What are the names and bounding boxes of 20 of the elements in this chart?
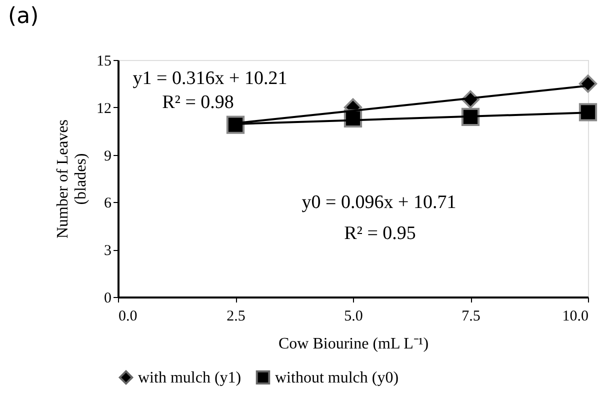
y-tick-label: 9: [104, 148, 112, 164]
y-tick-label: 6: [104, 196, 112, 212]
y-tick-label: 3: [104, 243, 112, 260]
legend-label: without mulch (y0): [275, 369, 399, 386]
y-tick-label: 15: [96, 54, 112, 70]
legend-label: with mulch (y1): [138, 369, 242, 386]
annotation: R² = 0.95: [344, 223, 416, 244]
x-tick-label: 2.5: [226, 308, 246, 324]
x-tick-label: 0.0: [118, 308, 138, 324]
annotation: R² = 0.98: [162, 92, 234, 113]
x-tick-label: 7.5: [462, 308, 480, 324]
y-tick-label: 0: [104, 290, 112, 306]
chart-title: (a): [8, 4, 39, 29]
x-tick-label: 5.0: [344, 308, 363, 324]
x-tick-label: 10.0: [562, 308, 588, 324]
annotation: y0 = 0.096x + 10.71: [302, 192, 456, 213]
annotation: y1 = 0.316x + 10.21: [132, 68, 288, 89]
y-tick-label: 12: [96, 100, 112, 117]
y-axis-title: Number of Leaves (blades): [54, 119, 90, 239]
x-axis-title: Cow Biourine (mL L⁻¹): [278, 336, 429, 352]
